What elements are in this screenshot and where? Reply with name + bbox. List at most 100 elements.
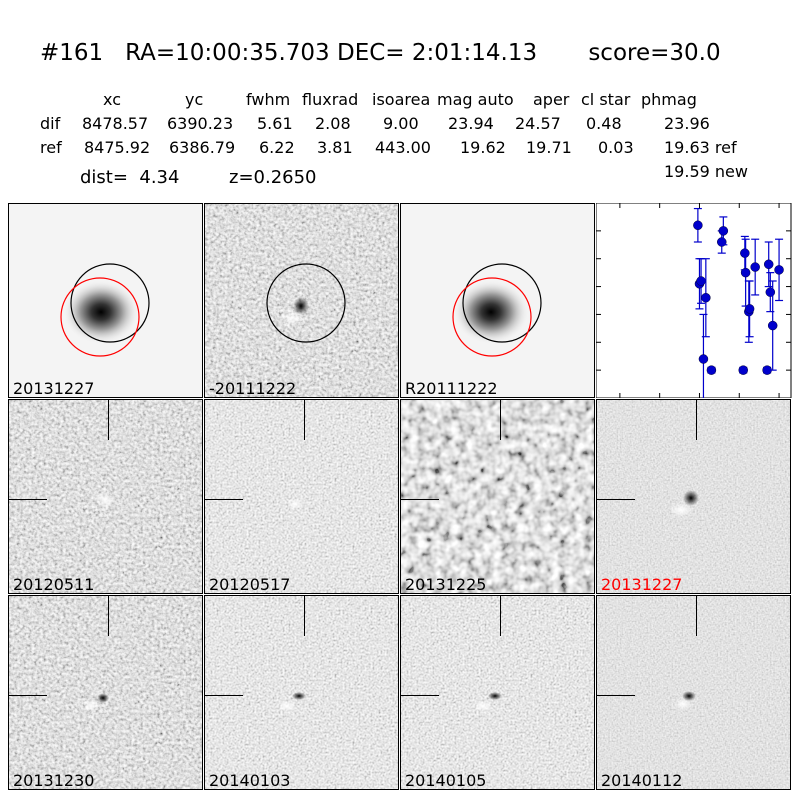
crosshair-horizontal	[401, 695, 439, 696]
stamp-image	[597, 596, 790, 789]
col-fluxrad: fluxrad	[302, 90, 359, 109]
panel-label: R20111222	[405, 379, 498, 398]
distance-value: dist= 4.34	[80, 167, 180, 188]
data-point	[763, 259, 774, 270]
data-point	[738, 365, 748, 375]
panel-label: 20120511	[13, 575, 95, 594]
stamp-image	[597, 400, 790, 593]
crosshair-horizontal	[597, 695, 635, 696]
panel-label: -20111222	[209, 379, 297, 398]
new-phmag: 19.59 new	[664, 162, 748, 181]
stamp-image	[9, 204, 202, 397]
dif-xc: 8478.57	[82, 114, 149, 133]
dif-isoarea: 9.00	[383, 114, 419, 133]
stamp-epoch: 20140112	[596, 595, 791, 790]
ref-mag-auto: 19.62	[460, 138, 506, 157]
stamp-epoch: 20140105	[400, 595, 595, 790]
data-point	[740, 248, 750, 258]
crosshair-vertical	[696, 400, 697, 440]
stamp-image	[9, 596, 202, 789]
data-point	[698, 354, 709, 364]
panel-label: 20140105	[405, 771, 487, 790]
data-point	[696, 276, 706, 286]
col-mag-auto: mag auto	[437, 90, 514, 109]
crosshair-vertical	[696, 596, 697, 636]
ref-fwhm: 6.22	[259, 138, 295, 157]
col-yc: yc	[185, 90, 204, 109]
col-phmag: phmag	[641, 90, 697, 109]
crosshair-horizontal	[205, 695, 243, 696]
stamp-image	[401, 596, 594, 789]
stamp-image	[9, 400, 202, 593]
stamp-epoch: 20131225	[400, 399, 595, 594]
data-point	[765, 287, 776, 297]
dif-fluxrad: 2.08	[315, 114, 351, 133]
panel-label: 20140103	[209, 771, 291, 790]
crosshair-horizontal	[205, 499, 243, 500]
col-aper: aper	[533, 90, 570, 109]
data-point	[706, 365, 717, 375]
col-fwhm: fwhm	[246, 90, 291, 109]
ra-coordinate: RA=10:00:35.703	[125, 40, 330, 66]
panel-label: 20131230	[13, 771, 95, 790]
stamp-difference: -20111222	[204, 203, 399, 398]
ref-phmag: 19.63 ref	[664, 138, 737, 157]
dec-coordinate: DEC= 2:01:14.13	[337, 40, 538, 66]
crosshair-horizontal	[597, 499, 635, 500]
redshift-value: z=0.2650	[229, 167, 317, 188]
stamp-image	[401, 204, 594, 397]
stamp-epoch-current: 20131227	[596, 399, 791, 594]
data-point	[740, 267, 751, 278]
data-point	[744, 304, 755, 314]
data-point	[701, 292, 711, 303]
stamp-image	[401, 400, 594, 593]
dif-cl-star: 0.48	[586, 114, 622, 133]
score-value: score=30.0	[588, 40, 721, 66]
panel-label: 20120517	[209, 575, 291, 594]
dif-yc: 6390.23	[167, 114, 234, 133]
ref-fluxrad: 3.81	[317, 138, 353, 157]
crosshair-horizontal	[401, 499, 439, 500]
col-cl-star: cl star	[581, 90, 631, 109]
candidate-id: #161	[40, 40, 104, 66]
stamp-epoch: 20120517	[204, 399, 399, 594]
data-point	[774, 265, 784, 275]
dif-aper: 24.57	[515, 114, 561, 133]
crosshair-vertical	[304, 400, 305, 440]
stamp-epoch: 20140103	[204, 595, 399, 790]
ref-isoarea: 443.00	[375, 138, 431, 157]
dif-label: dif	[40, 114, 61, 133]
ref-cl-star: 0.03	[598, 138, 634, 157]
crosshair-vertical	[500, 400, 501, 440]
stamp-epoch: 20120511	[8, 399, 203, 594]
col-xc: xc	[103, 90, 121, 109]
stamp-image	[205, 400, 398, 593]
stamp-epoch: 20131230	[8, 595, 203, 790]
light-curve-plot: 22.523.023.524.024.525.025.526.0 −100−50…	[596, 203, 792, 398]
panel-label: 20131225	[405, 575, 487, 594]
data-point	[718, 226, 729, 236]
dif-mag-auto: 23.94	[448, 114, 494, 133]
ref-xc: 8475.92	[84, 138, 151, 157]
ref-label: ref	[40, 138, 62, 157]
stamp-reference: R20111222	[400, 203, 595, 398]
dif-phmag: 23.96	[664, 114, 710, 133]
crosshair-vertical	[108, 596, 109, 636]
stamp-new: 20131227	[8, 203, 203, 398]
col-isoarea: isoarea	[372, 90, 431, 109]
crosshair-vertical	[500, 596, 501, 636]
data-point	[693, 220, 703, 231]
crosshair-horizontal	[9, 499, 47, 500]
stamp-image	[205, 204, 398, 397]
plot-frame	[596, 203, 792, 398]
panel-label-highlighted: 20131227	[601, 575, 683, 594]
dif-fwhm: 5.61	[257, 114, 293, 133]
ref-aper: 19.71	[526, 138, 572, 157]
panel-label: 20131227	[13, 379, 95, 398]
candidate-title: #161 RA=10:00:35.703 DEC= 2:01:14.13 sco…	[40, 40, 721, 66]
ref-yc: 6386.79	[169, 138, 236, 157]
data-point	[767, 320, 778, 331]
crosshair-vertical	[108, 400, 109, 440]
crosshair-horizontal	[9, 695, 47, 696]
data-point	[750, 262, 760, 272]
